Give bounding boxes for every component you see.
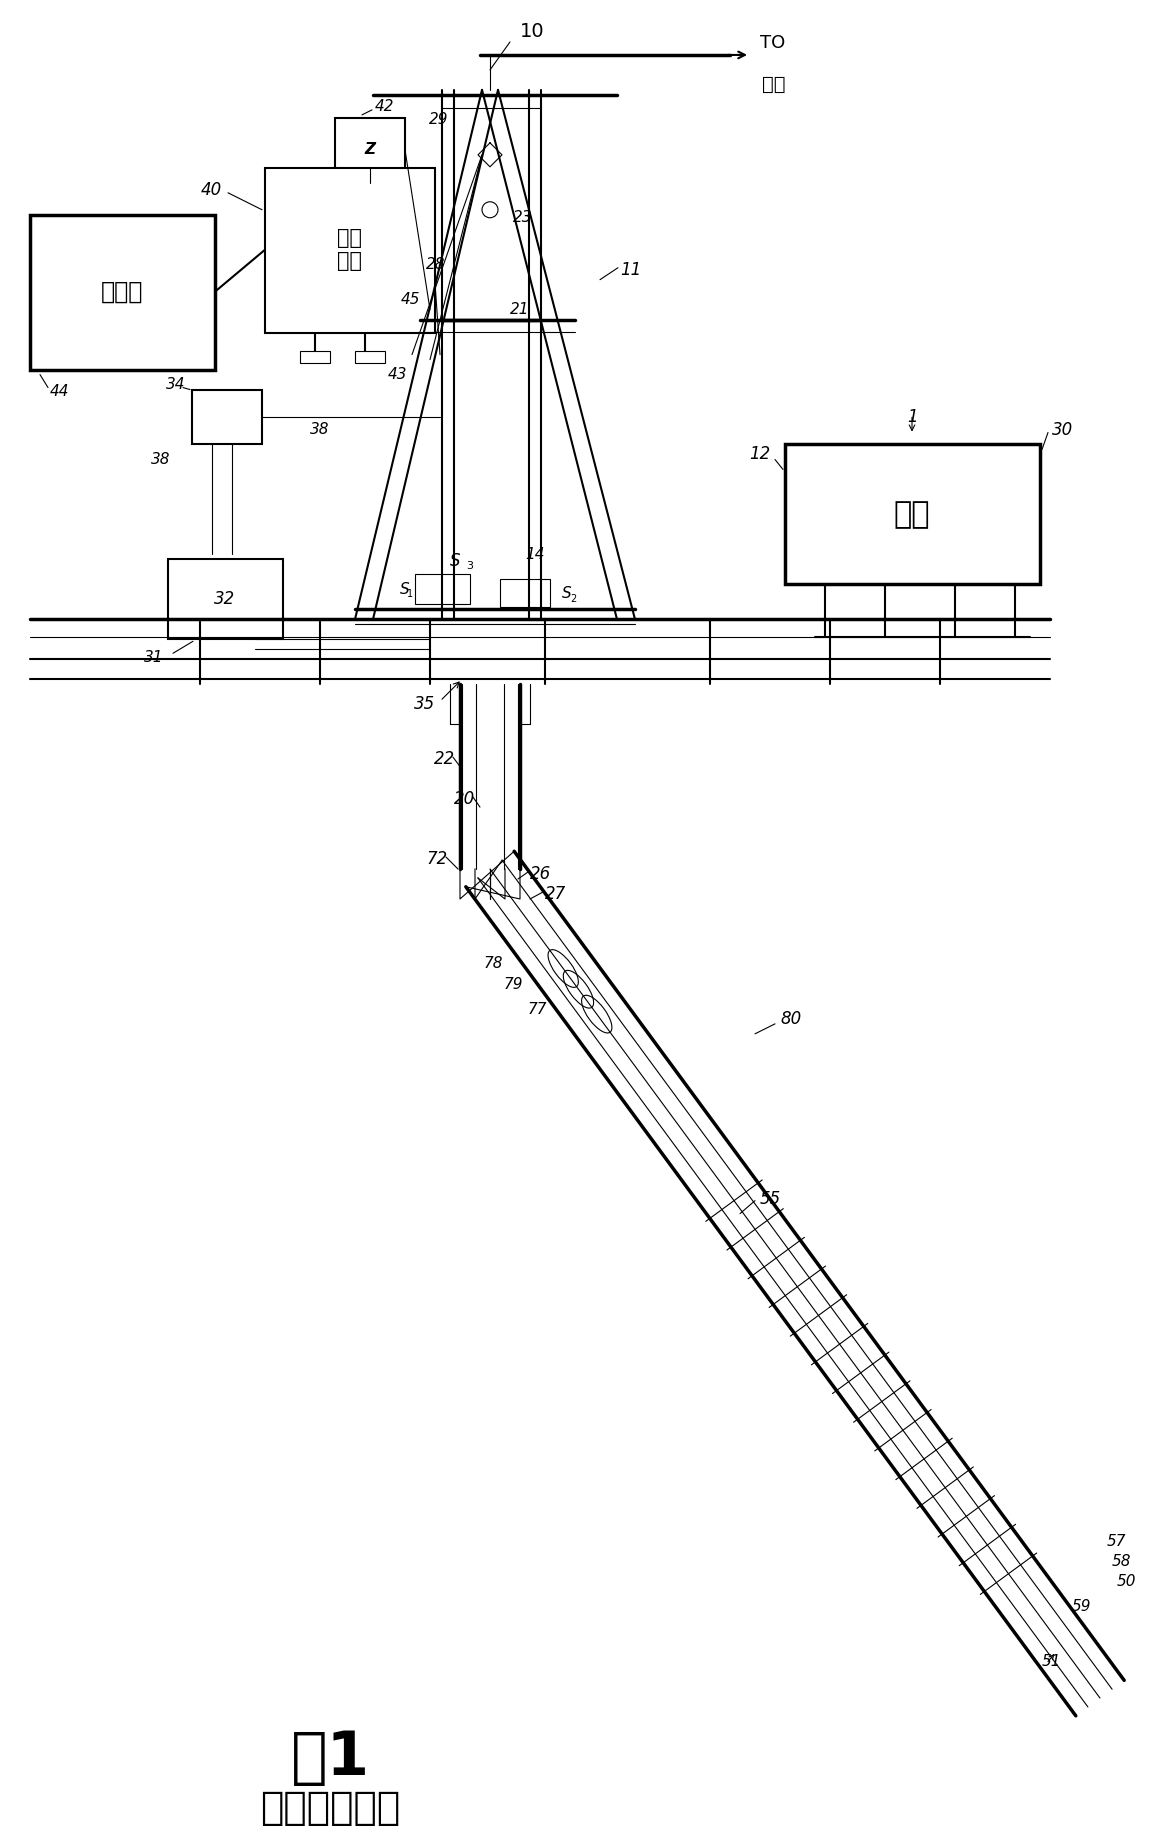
Text: Z: Z [365, 143, 375, 158]
Text: 51: 51 [1041, 1654, 1061, 1669]
Text: 78: 78 [484, 956, 504, 971]
Text: 报警器: 报警器 [100, 280, 143, 304]
Text: 2: 2 [570, 594, 576, 605]
Bar [300, 350, 330, 363]
Text: 57: 57 [1107, 1535, 1125, 1550]
Bar [30, 214, 215, 370]
Text: 3: 3 [466, 561, 473, 572]
Text: 40: 40 [201, 181, 222, 200]
Text: 50: 50 [1116, 1574, 1136, 1590]
Text: TO: TO [760, 35, 785, 51]
Text: 14: 14 [525, 548, 545, 562]
Text: S: S [400, 583, 410, 597]
Text: 1: 1 [907, 407, 918, 425]
Text: 38: 38 [150, 453, 170, 467]
Text: 22: 22 [434, 749, 455, 768]
Text: 44: 44 [50, 385, 70, 399]
Bar [192, 390, 262, 445]
Text: 77: 77 [527, 1002, 547, 1017]
Text: （现有技术）: （现有技术） [260, 1790, 400, 1827]
Bar [335, 117, 405, 183]
Bar [265, 169, 435, 333]
Text: 12: 12 [749, 445, 770, 463]
Text: 绞车: 绞车 [894, 500, 930, 529]
Text: 42: 42 [375, 99, 394, 114]
Text: 绞车: 绞车 [763, 75, 786, 93]
Text: 图1: 图1 [290, 1729, 370, 1788]
Bar [168, 559, 283, 639]
Text: 58: 58 [1111, 1554, 1131, 1570]
Text: 79: 79 [504, 976, 524, 991]
Text: 45: 45 [400, 291, 420, 308]
Text: 32: 32 [215, 590, 236, 608]
Text: 1: 1 [407, 590, 413, 599]
Text: S: S [450, 553, 461, 570]
Text: 55: 55 [760, 1189, 781, 1207]
Text: S: S [562, 586, 571, 601]
Text: 35: 35 [414, 694, 435, 713]
Text: 72: 72 [427, 850, 448, 868]
Bar [415, 575, 470, 605]
Bar [785, 445, 1040, 584]
Text: 20: 20 [454, 790, 475, 808]
Text: 26: 26 [531, 865, 552, 883]
Text: 21: 21 [510, 302, 529, 317]
Text: 29: 29 [428, 112, 448, 128]
Text: 59: 59 [1072, 1599, 1090, 1614]
Text: 43: 43 [388, 366, 407, 383]
Bar [500, 579, 550, 608]
Text: 30: 30 [1052, 421, 1073, 438]
Text: 10: 10 [520, 22, 545, 42]
Text: 38: 38 [310, 421, 330, 438]
Text: 80: 80 [780, 1009, 801, 1028]
Text: 27: 27 [545, 885, 567, 903]
Text: 31: 31 [143, 650, 163, 665]
Text: 控制
单元: 控制 单元 [337, 229, 363, 271]
Text: 28: 28 [426, 256, 445, 273]
Text: 23: 23 [513, 211, 533, 225]
Text: 11: 11 [620, 260, 641, 278]
Text: 34: 34 [166, 377, 185, 392]
Bar [354, 350, 385, 363]
